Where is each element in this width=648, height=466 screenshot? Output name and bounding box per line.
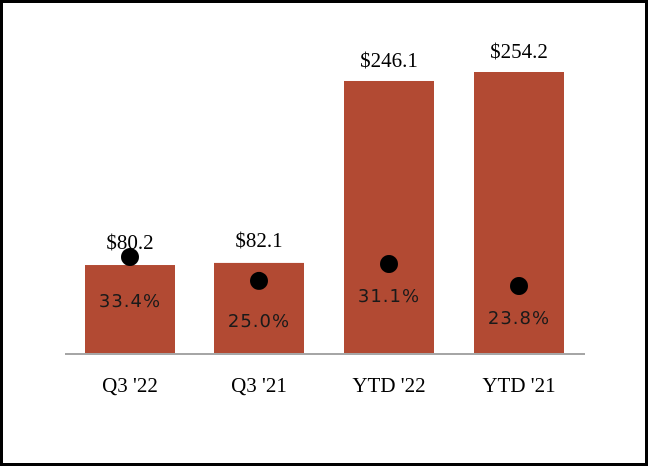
percent-marker-0 <box>121 248 139 267</box>
value-label-1: $82.1 <box>235 228 282 252</box>
category-label-0: Q3 '22 <box>102 373 158 397</box>
percent-marker-1 <box>250 271 268 290</box>
percent-marker-2 <box>380 255 398 273</box>
labels-group: $80.2 33.4% Q3 '22 $82.1 25.0% Q3 '21 $246.1 31… <box>99 39 556 397</box>
category-label-2: YTD '22 <box>352 373 425 397</box>
value-label-2: $246.1 <box>360 48 418 72</box>
bar-2 <box>344 80 434 354</box>
percent-label-2: 31.1% <box>358 286 420 307</box>
percent-label-1: 25.0% <box>228 311 290 332</box>
percent-label-3: 23.8% <box>488 308 550 329</box>
percent-markers-group <box>121 248 528 295</box>
bar-3 <box>474 72 564 354</box>
bar-0 <box>85 265 175 354</box>
value-label-3: $254.2 <box>490 39 548 63</box>
category-label-1: Q3 '21 <box>231 373 287 397</box>
percent-marker-3 <box>510 277 528 295</box>
percent-label-0: 33.4% <box>99 291 161 312</box>
value-label-0: $80.2 <box>106 230 153 254</box>
category-label-3: YTD '21 <box>482 373 555 397</box>
bars-group <box>85 72 564 354</box>
